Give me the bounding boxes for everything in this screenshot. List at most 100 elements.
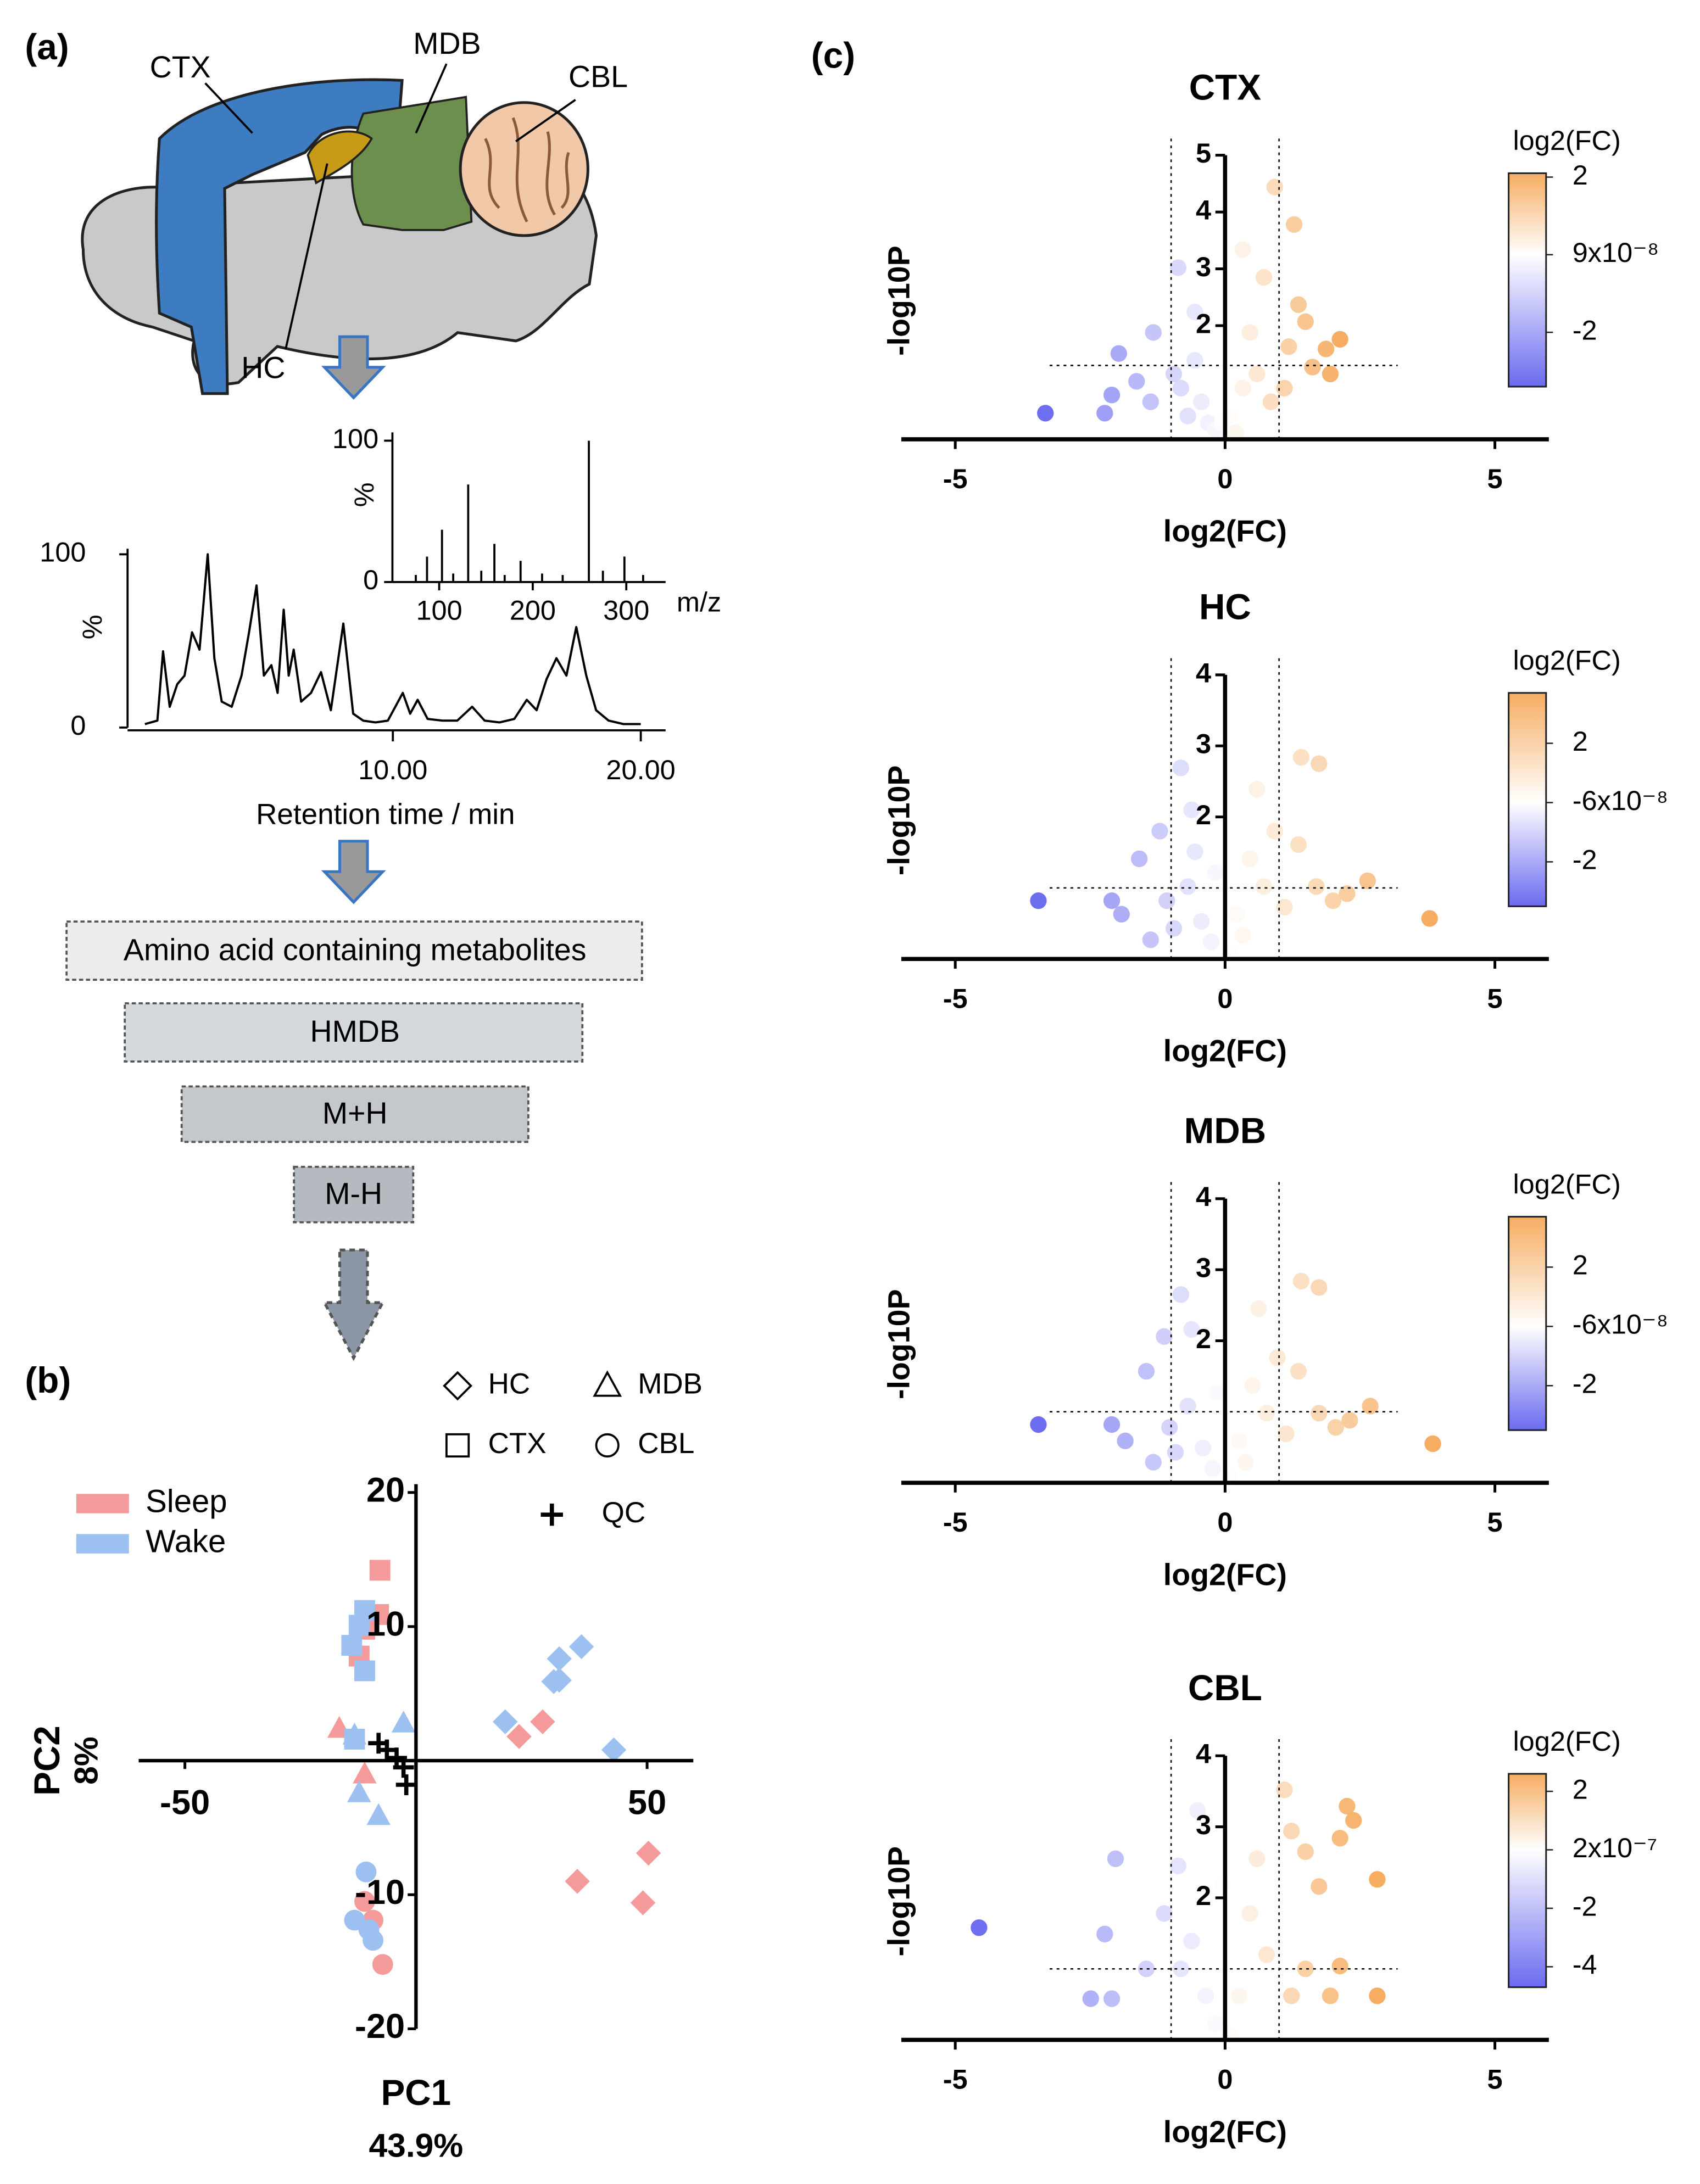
point: [1248, 365, 1266, 383]
point: [1297, 1960, 1314, 1978]
point: [1290, 836, 1307, 853]
colorbar-tick-label: 2: [1573, 159, 1588, 191]
arrow: [322, 1248, 385, 1361]
point: [1183, 801, 1200, 818]
x-tick-label: 0: [1217, 982, 1233, 1014]
x-tick-label: 10.00: [358, 754, 427, 785]
point: [1214, 1878, 1231, 1895]
y-tick-label: -10: [355, 1873, 405, 1912]
y-tick-label: 4: [1196, 194, 1211, 225]
colorbar-tick-label: -2: [1573, 1368, 1597, 1399]
point: [530, 1709, 555, 1734]
point: [1311, 1279, 1328, 1296]
point: [1189, 1802, 1206, 1819]
point: [1276, 898, 1293, 915]
x-tick-label: 50: [628, 1784, 666, 1822]
x-tick-label: 5: [1487, 463, 1503, 494]
point: [1138, 1362, 1155, 1380]
point: [1172, 1960, 1189, 1978]
point: [1266, 823, 1283, 840]
point: [1192, 913, 1210, 930]
point: [1241, 1905, 1258, 1922]
legend-label: QC: [602, 1496, 646, 1529]
point: [1230, 1432, 1248, 1449]
y-axis-variance: 8%: [68, 1736, 105, 1785]
colorbar: [1508, 692, 1547, 907]
filter-label: M+H: [322, 1096, 388, 1130]
colorbar-tick-label: 2: [1573, 725, 1588, 757]
leader-line: [204, 82, 253, 134]
y-tick-label: 3: [1196, 251, 1211, 282]
point: [547, 1667, 572, 1693]
point: [369, 1560, 391, 1581]
y-tick-label: 10: [366, 1605, 405, 1644]
point: [1186, 843, 1203, 861]
point: [1161, 1419, 1178, 1436]
x-tick-label: 0: [1217, 2064, 1233, 2095]
y-tick-label: 4: [1196, 1738, 1211, 1769]
point: [1234, 241, 1251, 258]
point: [1276, 379, 1293, 396]
point: [1362, 1398, 1379, 1415]
x-tick-label: 200: [510, 595, 556, 626]
colorbar-tick-label: 2: [1573, 1773, 1588, 1805]
point: [1244, 1377, 1261, 1394]
point: [1266, 178, 1283, 196]
point: [1331, 1957, 1348, 1975]
filter-funnel: Amino acid containing metabolites HMDB M…: [65, 920, 643, 1224]
filter-label: HMDB: [310, 1014, 400, 1048]
point: [1172, 759, 1189, 777]
point: [1151, 823, 1168, 840]
colorbar-tick-label: 2: [1573, 1249, 1588, 1281]
y-axis-label: -log10P: [882, 766, 916, 875]
x-tick-label: -5: [943, 982, 968, 1014]
point: [1103, 1990, 1121, 2007]
cerebellum: [459, 101, 589, 237]
point: [354, 1660, 375, 1682]
point: [1194, 1439, 1212, 1456]
x-axis-label: PC1: [381, 2073, 452, 2113]
point: [1082, 1990, 1099, 2007]
leader-line: [415, 63, 448, 134]
colorbar-tick-label: -4: [1573, 1949, 1597, 1980]
point: [348, 1615, 370, 1636]
point: [1208, 1384, 1225, 1401]
point: [355, 1861, 377, 1883]
x-tick-label: -5: [943, 2064, 968, 2095]
y-tick-label: 4: [1196, 657, 1211, 688]
colorbar-title: log2(FC): [1513, 1725, 1620, 1757]
brain: CTX MDB CBL HC: [81, 26, 628, 395]
y-tick-label: 3: [1196, 728, 1211, 759]
point: [1278, 1425, 1295, 1443]
point: [1237, 1454, 1254, 1471]
point: [391, 1711, 416, 1733]
chart-title: CTX: [1189, 67, 1261, 107]
point: [1202, 934, 1219, 951]
point: [1331, 1830, 1348, 1847]
point: [1248, 781, 1266, 798]
point: [1169, 1857, 1187, 1874]
point: [1138, 1960, 1155, 1978]
legend-marker: [445, 1433, 470, 1458]
colorbar-title: log2(FC): [1513, 1168, 1620, 1199]
legend-label: Wake: [146, 1523, 226, 1559]
x-axis-label: Retention time / min: [256, 798, 515, 830]
point: [1290, 296, 1307, 313]
point: [372, 1954, 393, 1975]
point: [1096, 405, 1113, 422]
point: [1324, 892, 1342, 909]
panel-label: (b): [25, 1360, 71, 1400]
legend-marker: [593, 1370, 622, 1397]
filter-box: [293, 1165, 415, 1224]
point: [1128, 373, 1145, 390]
legend-label: HC: [488, 1367, 531, 1400]
point: [1113, 906, 1130, 923]
point: [1292, 749, 1310, 766]
point: [506, 1724, 532, 1749]
point: [1186, 304, 1203, 321]
point: [1283, 1987, 1300, 2004]
point: [1142, 931, 1159, 948]
point: [1192, 393, 1210, 410]
point: [1107, 1850, 1124, 1867]
